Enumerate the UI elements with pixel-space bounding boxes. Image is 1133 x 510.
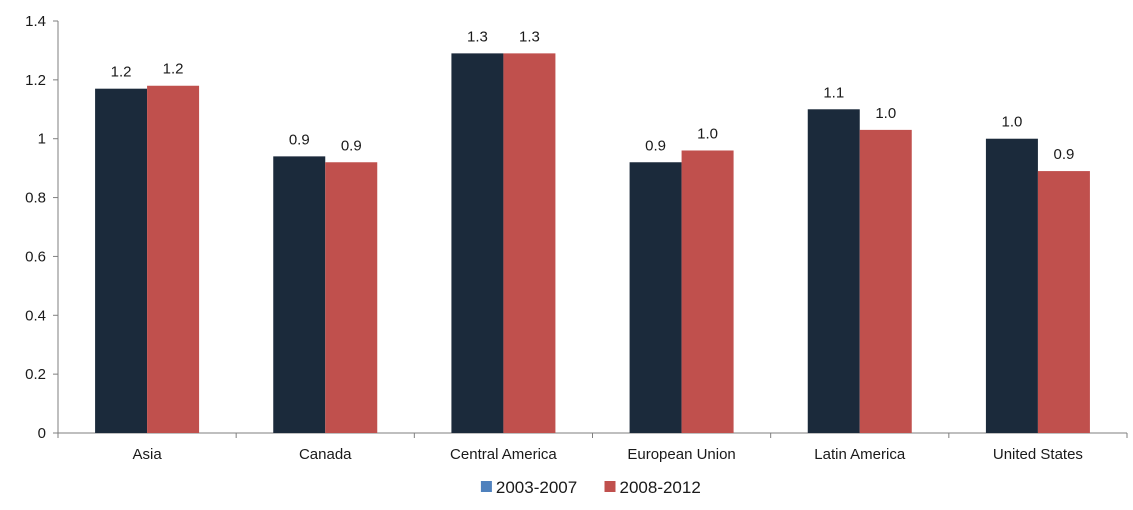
x-tick-label: United States [993,446,1083,463]
y-axis: 0 0.2 0.4 0.6 0.8 1 1.2 1.4 [25,13,59,442]
data-label: 0.9 [341,137,362,154]
x-tick-label: Asia [132,446,162,463]
legend-label: 2008-2012 [620,478,701,497]
data-label: 1.2 [163,61,184,78]
bars [95,53,1090,434]
y-tick-label: 0.4 [25,307,46,324]
bar [1037,171,1090,434]
data-label: 1.3 [467,28,488,45]
data-label: 0.9 [289,131,310,148]
bar [985,138,1038,433]
bar [451,53,504,433]
bar [273,156,326,433]
data-label: 1.2 [111,64,132,81]
y-tick-label: 1.2 [25,72,46,89]
bar [147,85,200,433]
y-tick-label: 0.2 [25,366,46,383]
data-label: 1.1 [823,84,844,101]
bar [807,109,860,434]
x-tick-label: Central America [450,446,557,463]
data-label: 0.9 [1053,146,1074,163]
bar [681,150,734,433]
legend: 2003-2007 2008-2012 [480,478,701,497]
y-tick-label: 0.8 [25,190,46,207]
x-tick-label: Canada [299,446,352,463]
y-tick-label: 0.6 [25,248,46,265]
bar [325,162,378,433]
bar [629,162,682,433]
bar [95,88,148,433]
data-labels: 1.2 0.9 1.3 0.9 1.1 1.0 1.2 0.9 1.3 1.0 1.0 0.9 [111,28,1075,163]
data-label: 1.0 [1001,114,1022,131]
legend-label: 2003-2007 [496,478,577,497]
y-tick-label: 1 [38,131,46,148]
bar [503,53,556,433]
data-label: 1.0 [697,125,718,142]
y-tick-label: 1.4 [25,13,46,30]
legend-swatch [480,481,492,492]
data-label: 0.9 [645,137,666,154]
legend-swatch [604,481,616,492]
data-label: 1.0 [875,105,896,122]
x-tick-label: European Union [627,446,735,463]
data-label: 1.3 [519,28,540,45]
bar [859,129,912,433]
x-axis: Asia Canada Central America European Union L… [57,432,1128,463]
x-tick-label: Latin America [814,446,906,463]
y-tick-label: 0 [38,425,46,442]
